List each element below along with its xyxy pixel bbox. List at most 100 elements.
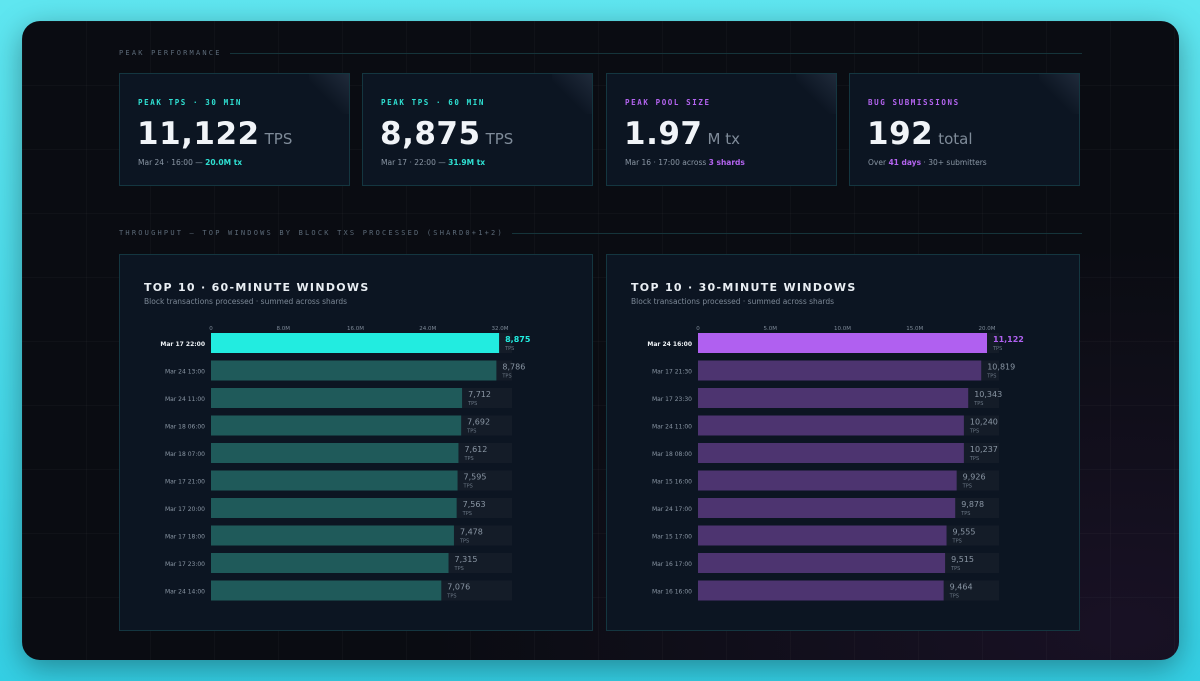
card-corner-glow [796, 74, 836, 114]
category-label: Mar 17 18:00 [165, 534, 205, 541]
value-label: 10,237 [970, 445, 998, 454]
chart-title: TOP 10 · 30-MINUTE WINDOWS [631, 281, 857, 294]
value-label: 7,563 [463, 500, 486, 509]
value-unit-label: TPS [446, 594, 456, 600]
x-tick-label: 20.0M [979, 326, 996, 332]
bar [698, 415, 964, 436]
category-label: Mar 17 23:00 [165, 561, 205, 568]
category-label: Mar 24 11:00 [652, 424, 692, 431]
value-unit-label: TPS [501, 374, 511, 380]
category-label: Mar 16 17:00 [652, 561, 692, 568]
card-value: 1.97 [624, 116, 703, 152]
card-subtext: Mar 16 · 17:00 across 3 shards [625, 158, 745, 167]
bar [211, 388, 463, 408]
category-label: Mar 17 21:30 [652, 369, 692, 376]
value-label: 8,786 [502, 363, 525, 372]
value-unit-label: TPS [467, 401, 477, 407]
bar [698, 525, 947, 546]
value-label: 9,555 [953, 528, 976, 537]
value-unit-label: TPS [462, 511, 472, 517]
category-label: Mar 17 20:00 [165, 506, 205, 513]
value-unit-label: TPS [969, 429, 979, 435]
card-corner-glow [552, 74, 592, 114]
value-unit-label: TPS [504, 346, 514, 352]
value-label: 7,692 [467, 418, 490, 427]
value-unit-label: TPS [454, 566, 464, 572]
card-corner-glow [309, 74, 349, 114]
section-divider [511, 232, 1082, 234]
category-label: Mar 17 21:00 [165, 479, 205, 486]
chart-panel-30min: TOP 10 · 30-MINUTE WINDOWS Block transac… [606, 254, 1080, 631]
bar [698, 580, 944, 601]
value-unit-label: TPS [952, 539, 962, 545]
bar [698, 388, 969, 408]
value-unit-label: TPS [949, 594, 959, 600]
value-unit-label: TPS [992, 346, 1002, 352]
value-label: 9,926 [963, 473, 986, 482]
value-unit-label: TPS [459, 539, 469, 545]
card-label: PEAK POOL SIZE [625, 98, 711, 107]
value-label: 11,122 [993, 335, 1024, 344]
section-throughput-label: THROUGHPUT — TOP WINDOWS BY BLOCK TXS PR… [119, 229, 504, 237]
chart-60min: 0 8.0M 16.0M 24.0M 32.0M Mar 17 22:00 8,875 TPS… [160, 326, 531, 601]
card-value: 8,875 [380, 116, 481, 152]
category-label: Mar 24 14:00 [165, 589, 205, 596]
card-unit: TPS [485, 130, 514, 148]
x-tick-label: 15.0M [906, 326, 923, 332]
value-unit-label: TPS [973, 401, 983, 407]
value-label: 7,076 [447, 583, 470, 592]
section-peak-label: PEAK PERFORMANCE [119, 49, 222, 57]
bar [211, 553, 449, 573]
value-unit-label: TPS [969, 456, 979, 462]
stat-card-peak-pool-size: PEAK POOL SIZE 1.97 M tx Mar 16 · 17:00 … [606, 73, 837, 186]
bar [698, 470, 957, 491]
bar [211, 470, 458, 491]
card-label: BUG SUBMISSIONS [868, 98, 960, 107]
bar [211, 333, 500, 353]
x-tick-label: 24.0M [419, 326, 436, 332]
x-tick-label: 16.0M [347, 326, 364, 332]
dashboard-window: PEAK PERFORMANCE PEAK TPS · 30 MIN 11,12… [22, 21, 1179, 660]
category-label: Mar 18 07:00 [165, 451, 205, 458]
card-corner-glow [1039, 74, 1079, 114]
category-label: Mar 15 17:00 [652, 534, 692, 541]
card-unit: TPS [264, 130, 293, 148]
bar [211, 360, 497, 381]
value-label: 7,315 [455, 555, 478, 564]
value-label: 9,878 [961, 500, 984, 509]
stat-card-peak-tps-60: PEAK TPS · 60 MIN 8,875 TPS Mar 17 · 22:… [362, 73, 593, 186]
chart-subtitle: Block transactions processed · summed ac… [631, 297, 835, 306]
bar [211, 498, 457, 518]
category-label: Mar 24 13:00 [165, 369, 205, 376]
category-label: Mar 24 11:00 [165, 396, 205, 403]
chart-30min: 0 5.0M 10.0M 15.0M 20.0M Mar 24 16:00 11,122 TP… [647, 326, 1024, 601]
chart-subtitle: Block transactions processed · summed ac… [144, 297, 348, 306]
bar [211, 580, 442, 601]
category-label: Mar 15 16:00 [652, 479, 692, 486]
card-unit: total [938, 130, 973, 148]
bar [698, 333, 987, 353]
value-label: 10,240 [970, 418, 998, 427]
value-label: 7,478 [460, 528, 483, 537]
card-value: 11,122 [137, 116, 260, 152]
value-unit-label: TPS [962, 484, 972, 490]
category-label: Mar 16 16:00 [652, 589, 692, 596]
value-unit-label: TPS [986, 374, 996, 380]
card-subtext: Mar 24 · 16:00 — 20.0M tx [138, 158, 243, 167]
card-subtext: Over 41 days · 30+ submitters [868, 158, 987, 167]
x-tick-label: 10.0M [834, 326, 851, 332]
value-unit-label: TPS [463, 484, 473, 490]
section-throughput: THROUGHPUT — TOP WINDOWS BY BLOCK TXS PR… [119, 229, 1082, 237]
x-tick-label: 5.0M [764, 326, 778, 332]
card-unit: M tx [707, 130, 740, 148]
x-tick-label: 32.0M [492, 326, 509, 332]
bar [698, 498, 956, 518]
category-label: Mar 18 08:00 [652, 451, 692, 458]
value-label: 7,612 [464, 445, 487, 454]
category-label: Mar 17 23:30 [652, 396, 692, 403]
category-label: Mar 18 06:00 [165, 424, 205, 431]
value-label: 7,595 [464, 473, 487, 482]
value-unit-label: TPS [960, 511, 970, 517]
value-label: 9,464 [950, 583, 973, 592]
card-value: 192 [867, 116, 934, 152]
